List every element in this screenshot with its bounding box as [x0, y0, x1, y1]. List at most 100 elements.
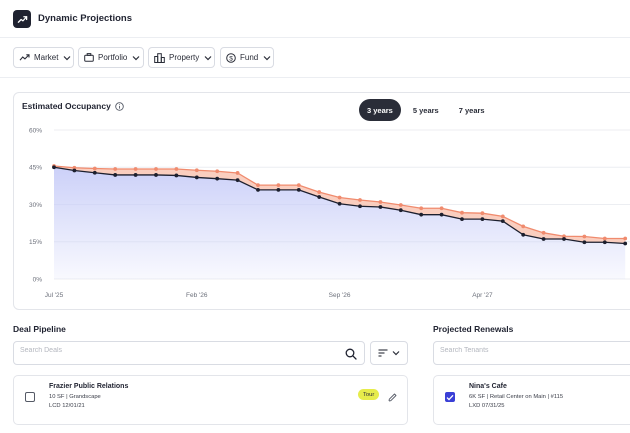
- renewal-card[interactable]: Nina's Cafe 6K SF | Retail Center on Mai…: [433, 375, 630, 425]
- dollar-circle-icon: $: [226, 52, 236, 63]
- deal-search-field[interactable]: [13, 341, 365, 365]
- lower-series-point: [92, 170, 97, 175]
- lower-series-point: [72, 168, 77, 173]
- lower-series-point: [521, 232, 526, 237]
- lower-series-point: [194, 175, 199, 180]
- top-bar: Dynamic Projections: [0, 0, 630, 38]
- upper-series-point: [133, 167, 138, 171]
- upper-series-point: [562, 234, 566, 239]
- x-tick-label: Apr '27: [472, 292, 493, 299]
- market-filter[interactable]: Market: [13, 47, 74, 68]
- chevron-down-icon: [263, 55, 271, 61]
- deal-card[interactable]: Frazier Public Relations 10 SF | Grandsc…: [13, 375, 408, 425]
- lower-series-point: [52, 165, 56, 170]
- y-tick-label: 15%: [29, 239, 42, 246]
- renewals-title: Projected Renewals: [433, 324, 514, 334]
- lower-series-point: [337, 201, 342, 206]
- upper-series-point: [541, 230, 546, 235]
- upper-series-point: [235, 171, 240, 175]
- tenant-search-input[interactable]: [440, 347, 620, 354]
- sort-button[interactable]: [370, 341, 408, 365]
- renewal-name: Nina's Cafe: [469, 383, 507, 390]
- lower-series-point: [358, 204, 362, 209]
- upper-series-point: [113, 167, 118, 171]
- deal-search-input[interactable]: [20, 347, 220, 354]
- upper-series-point: [602, 236, 607, 241]
- upper-series-point: [439, 206, 444, 211]
- tenant-search-field[interactable]: [433, 341, 630, 365]
- info-icon[interactable]: [115, 101, 124, 111]
- stage-badge: Tour: [358, 389, 380, 400]
- market-filter-label: Market: [34, 53, 59, 62]
- lower-series-point: [460, 217, 464, 222]
- lower-series-point: [256, 187, 260, 192]
- lower-series-point: [215, 176, 220, 181]
- deal-name: Frazier Public Relations: [49, 383, 129, 390]
- filter-bar: Market Portfolio Property $ Fund: [0, 38, 630, 78]
- deal-checkbox[interactable]: [25, 392, 35, 402]
- sort-icon: [378, 349, 388, 357]
- occupancy-card: Estimated Occupancy 3 years 5 years 7 ye…: [13, 92, 630, 310]
- upper-series-point: [92, 166, 97, 171]
- lower-series-point: [235, 178, 240, 183]
- fund-filter[interactable]: $ Fund: [220, 47, 274, 68]
- upper-series-point: [480, 211, 485, 216]
- renewal-details: 6K SF | Retail Center on Main | #115: [469, 394, 564, 400]
- projection-band: [54, 166, 626, 244]
- upper-series-point: [72, 165, 77, 170]
- lower-series-point: [582, 240, 587, 245]
- pencil-icon[interactable]: [388, 389, 397, 407]
- upper-series-point: [154, 167, 158, 171]
- lower-series-point: [562, 237, 566, 241]
- y-tick-label: 45%: [29, 165, 42, 172]
- deal-details: 10 SF | Grandscape: [49, 394, 101, 400]
- lower-series-point: [623, 241, 628, 246]
- occupancy-area: [54, 167, 626, 279]
- upper-series-point: [398, 203, 403, 207]
- trend-up-icon[interactable]: [13, 10, 31, 28]
- upper-series-point: [582, 234, 587, 239]
- trend-line-icon: [19, 53, 30, 62]
- property-filter[interactable]: Property: [148, 47, 215, 68]
- lower-series-point: [419, 212, 424, 217]
- y-tick-label: 60%: [29, 127, 42, 134]
- upper-series-point: [194, 168, 199, 173]
- occupancy-title: Estimated Occupancy: [22, 101, 111, 111]
- upper-series-point: [460, 210, 464, 215]
- lower-series-point: [276, 187, 281, 192]
- portfolio-filter[interactable]: Portfolio: [78, 47, 144, 68]
- chevron-down-icon: [132, 55, 140, 61]
- lower-series-point: [500, 219, 505, 224]
- upper-series-point: [337, 195, 342, 200]
- lower-series-point: [541, 237, 546, 241]
- x-tick-label: Feb '26: [186, 292, 208, 299]
- range-tabs: 3 years 5 years 7 years: [359, 99, 497, 121]
- upper-series-point: [276, 183, 281, 188]
- upper-series-point: [623, 236, 628, 241]
- lower-series-point: [133, 173, 138, 177]
- upper-series-point: [358, 198, 362, 202]
- renewal-checkbox[interactable]: [445, 392, 455, 402]
- tab-7-years[interactable]: 7 years: [458, 105, 485, 115]
- briefcase-icon: [84, 53, 94, 62]
- lower-series-point: [378, 205, 383, 209]
- lower-series-point: [296, 187, 301, 192]
- occupancy-chart: 0% 15% 30% 45% 60% Jul '25 Feb '26 Sep '26 Apr '…: [29, 127, 630, 299]
- upper-series-point: [521, 224, 526, 229]
- search-icon[interactable]: [345, 347, 357, 365]
- lower-series-point: [439, 212, 444, 217]
- upper-series-point: [215, 169, 220, 174]
- upper-series-point: [296, 183, 301, 188]
- svg-text:$: $: [229, 55, 233, 62]
- tab-3-years[interactable]: 3 years: [359, 99, 401, 121]
- upper-series-point: [256, 183, 260, 188]
- deal-pipeline-title: Deal Pipeline: [13, 324, 66, 334]
- occupancy-title-row: Estimated Occupancy: [22, 101, 124, 111]
- lower-series-point: [398, 208, 403, 213]
- lower-series-point: [602, 240, 607, 245]
- tab-5-years[interactable]: 5 years: [412, 105, 439, 115]
- lower-series-point: [480, 217, 485, 222]
- upper-series-point: [174, 167, 179, 171]
- fund-filter-label: Fund: [240, 53, 259, 62]
- lower-series-point: [174, 173, 179, 178]
